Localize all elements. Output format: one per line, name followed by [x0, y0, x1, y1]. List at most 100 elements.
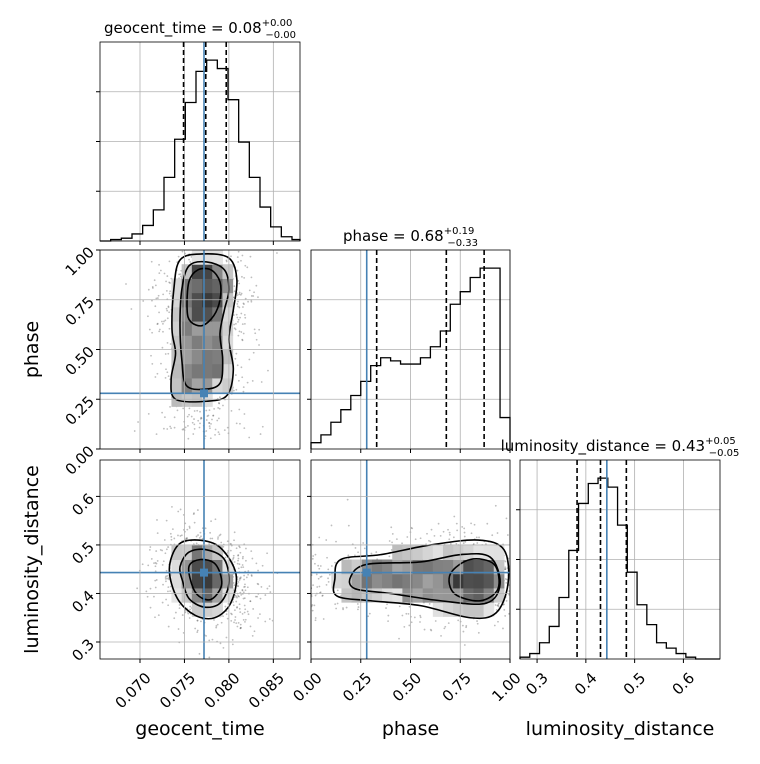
sample-point: [386, 603, 388, 606]
sample-point: [276, 252, 278, 254]
sample-point: [238, 282, 241, 285]
sample-point: [243, 322, 246, 325]
axis-label-x-geocent_time: geocent_time: [135, 718, 264, 740]
sample-point: [173, 426, 176, 429]
sample-point: [194, 627, 197, 630]
density-cell: [212, 349, 223, 365]
density-cell: [442, 559, 454, 575]
sample-point: [268, 618, 271, 620]
sample-point: [173, 416, 176, 419]
density-cell: [483, 573, 495, 589]
sample-point: [241, 588, 244, 591]
sample-point: [327, 568, 330, 571]
sample-point: [190, 225, 192, 227]
sample-point: [155, 297, 158, 300]
sample-point: [167, 586, 170, 589]
sample-point: [318, 567, 321, 570]
sample-point: [232, 554, 235, 557]
sample-point: [241, 557, 244, 560]
sample-point: [243, 574, 246, 577]
sample-point: [210, 520, 212, 523]
density-cell: [392, 573, 403, 589]
sample-point: [205, 635, 207, 637]
sample-point: [242, 618, 245, 621]
sample-point: [237, 595, 240, 597]
sample-point: [239, 422, 241, 425]
sample-point: [226, 540, 229, 543]
density-cell: [212, 363, 223, 379]
sample-point: [390, 549, 393, 551]
sample-point: [504, 615, 507, 617]
sample-point: [200, 417, 203, 420]
density-cell: [191, 545, 203, 560]
tick-label-phase: 0.75: [62, 293, 98, 329]
density-cell: [442, 545, 454, 560]
contour-line-level-2: [179, 260, 230, 391]
sample-point: [240, 593, 243, 596]
sample-point: [240, 566, 243, 569]
sample-point: [237, 261, 240, 263]
sample-point: [494, 604, 497, 606]
sample-point: [201, 537, 204, 540]
sample-point: [218, 402, 220, 404]
sample-point: [256, 582, 259, 585]
sample-point: [217, 431, 220, 434]
sample-point: [162, 560, 165, 563]
histogram-bin: [470, 278, 480, 449]
sample-point: [165, 307, 168, 310]
sample-point: [512, 630, 514, 632]
sample-point: [242, 597, 245, 600]
sample-point: [199, 422, 201, 425]
density-cell: [442, 602, 454, 617]
sample-point: [268, 585, 271, 588]
density-cell: [483, 587, 495, 603]
sample-point: [506, 578, 508, 581]
sample-point: [162, 583, 164, 586]
sample-point: [233, 596, 236, 599]
sample-point: [423, 628, 426, 631]
sample-point: [367, 615, 370, 618]
sample-point: [190, 415, 193, 418]
sample-point: [196, 237, 198, 239]
sample-point: [244, 620, 246, 623]
sample-point: [167, 604, 170, 607]
sample-point: [196, 409, 199, 412]
sample-point: [505, 581, 508, 584]
sample-point: [345, 606, 348, 609]
sample-point: [356, 603, 359, 605]
sample-point: [243, 597, 246, 600]
sample-point: [191, 421, 194, 424]
sample-point: [167, 375, 170, 378]
sample-point: [208, 422, 211, 424]
density-cell: [202, 321, 213, 336]
sample-point: [171, 528, 174, 531]
sample-point: [239, 611, 242, 614]
sample-point: [218, 402, 221, 405]
sample-point: [218, 433, 221, 436]
sample-point: [236, 269, 239, 272]
sample-point: [239, 576, 242, 579]
sample-point: [181, 614, 184, 616]
tick-label-geocent_time: 0.080: [201, 669, 244, 712]
sample-point: [167, 305, 170, 308]
sample-point: [407, 612, 410, 615]
sample-point: [196, 242, 198, 244]
sample-point: [437, 522, 440, 525]
histogram-bin: [490, 268, 500, 449]
density-cell: [202, 349, 213, 365]
sample-point: [398, 637, 400, 640]
panel-title-luminosity_distance: luminosity_distance = 0.43+0.05 −0.05: [501, 436, 740, 459]
sample-point: [318, 536, 321, 539]
sample-point: [149, 546, 152, 548]
sample-point: [237, 621, 240, 624]
density-cell: [171, 306, 183, 322]
sample-point: [144, 232, 146, 234]
density-cell: [453, 573, 464, 589]
sample-point: [462, 630, 465, 633]
sample-point: [161, 346, 164, 349]
sample-point: [230, 612, 232, 615]
truth-marker: [362, 568, 371, 577]
density-cell: [331, 573, 342, 589]
sample-point: [235, 595, 238, 598]
